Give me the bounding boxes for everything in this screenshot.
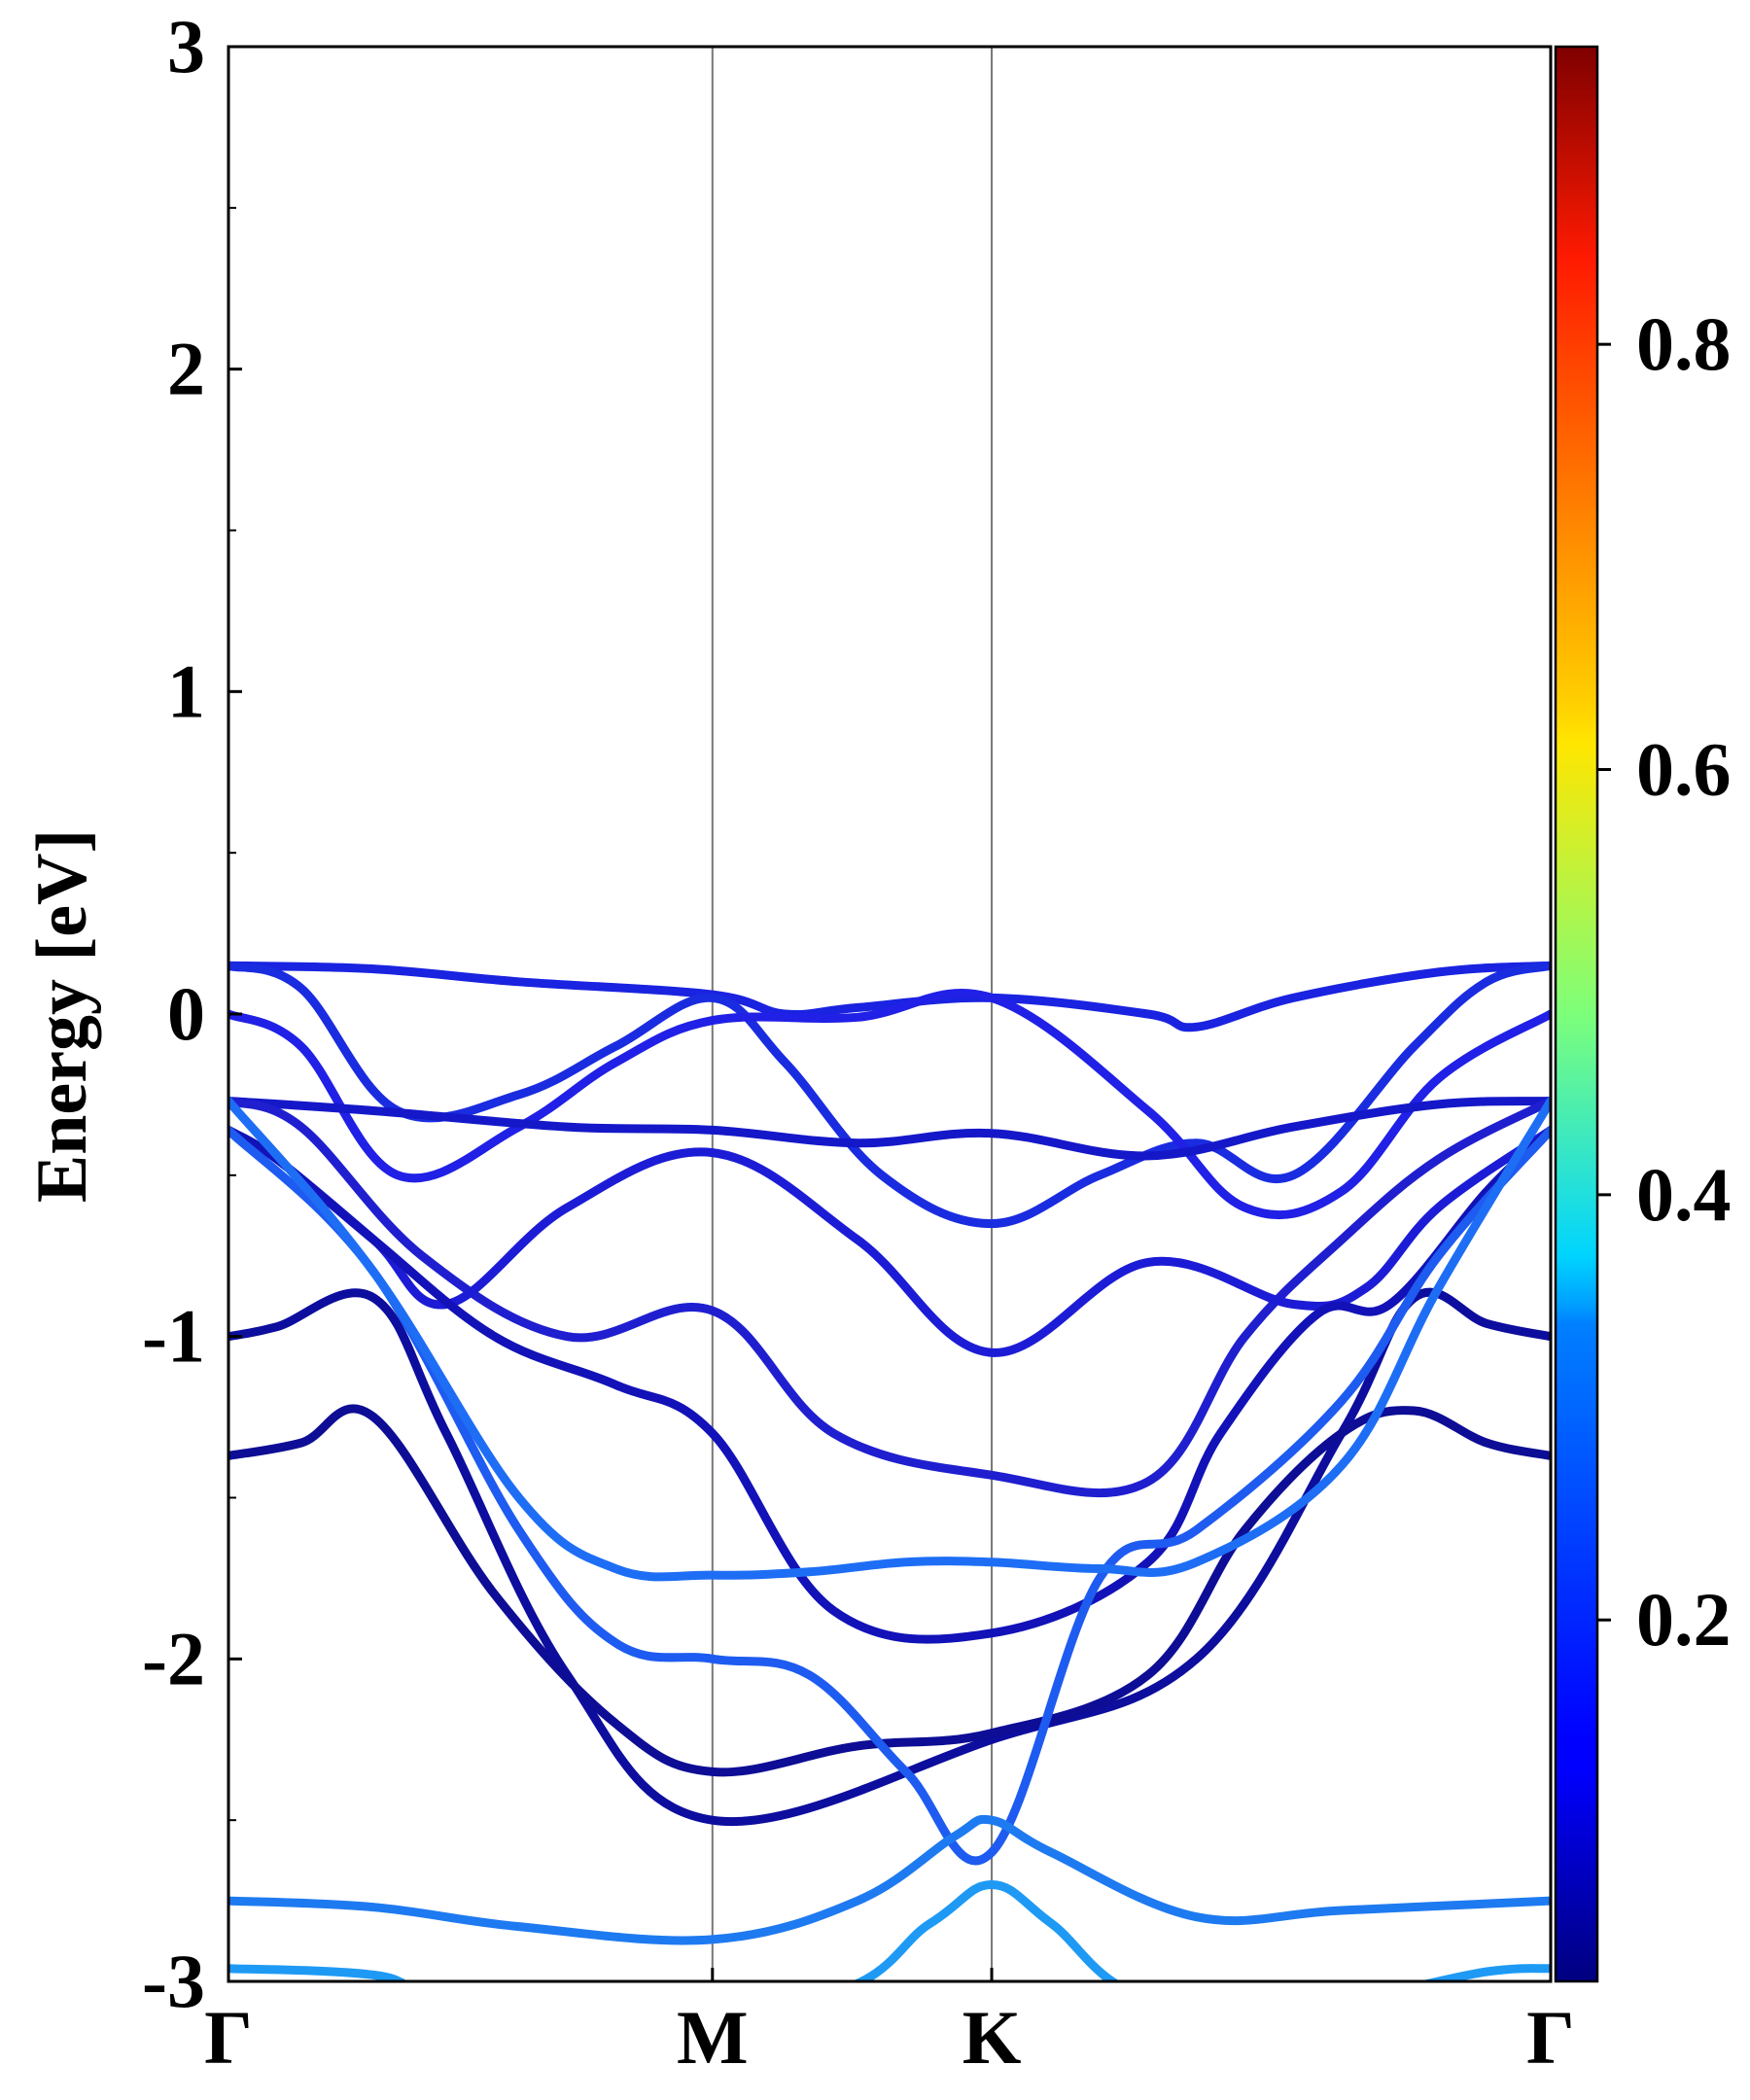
band-0: [228, 961, 1551, 1032]
band-3: [228, 1097, 1551, 1161]
band-8: [228, 1404, 1551, 1777]
y-tick-label-0: -3: [142, 1939, 205, 2023]
colorbar: [1554, 45, 1599, 1983]
y-tick-label-5: 2: [167, 327, 205, 411]
x-tick-label-1: M: [677, 1995, 749, 2080]
band-11: [228, 1814, 1551, 1945]
y-tick-label-1: -2: [142, 1616, 205, 1700]
band-6: [228, 1125, 1551, 1644]
y-tick-label-2: -1: [142, 1294, 205, 1379]
x-tick-label-0: Γ: [204, 1995, 253, 2080]
band-10: [228, 1097, 1551, 1582]
band-5: [228, 1125, 1551, 1357]
x-tick-label-3: Γ: [1526, 1995, 1575, 2080]
colorbar-tick-label-0: 0.2: [1636, 1577, 1732, 1662]
colorbar-tick-label-2: 0.6: [1636, 727, 1732, 812]
band-lines: [228, 961, 1551, 1981]
y-tick-label-3: 0: [167, 971, 205, 1056]
band-2: [228, 988, 1551, 1220]
y-tick-label-6: 3: [167, 4, 205, 88]
x-tick-label-2: K: [962, 1995, 1022, 2080]
colorbar-tick-label-1: 0.4: [1636, 1152, 1732, 1237]
band-9: [228, 1125, 1551, 1866]
colorbar-tick-label-3: 0.8: [1636, 301, 1732, 386]
y-axis-label: Energy [eV]: [22, 829, 102, 1203]
band-12: [228, 1880, 1551, 1981]
y-axis: -3 -2 -1 0 1 2 3: [142, 4, 242, 2023]
colorbar-axis: 0.2 0.4 0.6 0.8: [1597, 301, 1732, 1662]
y-tick-label-4: 1: [167, 648, 205, 733]
band-4: [228, 1097, 1551, 1498]
